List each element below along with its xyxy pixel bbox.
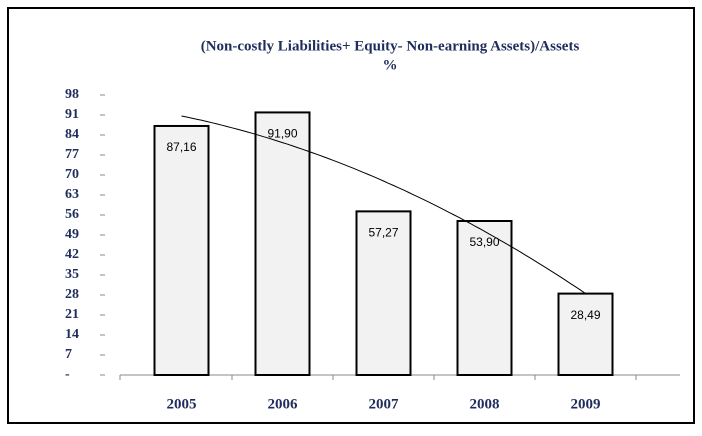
y-tick-label: 91	[65, 107, 79, 122]
bar	[153, 124, 210, 376]
x-tick-label: 2008	[470, 396, 500, 412]
y-tick-label: 77	[65, 147, 79, 162]
y-tick-label: -	[65, 367, 70, 382]
y-tick-label: 84	[65, 127, 79, 142]
chart-subtitle: %	[383, 57, 398, 73]
y-tick-label: 14	[65, 327, 79, 342]
y-tick-label: 42	[65, 247, 79, 262]
value-label: 53,90	[469, 235, 499, 249]
value-label: 91,90	[267, 127, 297, 141]
value-label: 57,27	[368, 226, 398, 240]
bar	[355, 210, 412, 376]
x-tick-label: 2009	[571, 396, 601, 412]
value-label: 28,49	[570, 308, 600, 322]
y-tick-label: 56	[65, 207, 79, 222]
bar	[456, 220, 513, 376]
x-tick-label: 2006	[268, 396, 299, 412]
y-tick-label: 63	[65, 187, 79, 202]
y-tick-label: 21	[65, 307, 79, 322]
x-tick-label: 2005	[167, 396, 197, 412]
value-label: 87,16	[166, 140, 196, 154]
y-tick-label: 49	[65, 227, 79, 242]
bar	[557, 292, 614, 377]
y-tick-label: 7	[65, 347, 72, 362]
chart-title: (Non-costly Liabilities+ Equity- Non-ear…	[201, 38, 580, 54]
y-tick-label: 70	[65, 167, 79, 182]
bar	[254, 111, 311, 377]
y-tick-label: 28	[65, 287, 79, 302]
trendline	[181, 115, 586, 294]
x-tick-label: 2007	[369, 396, 400, 412]
y-tick-label: 98	[65, 87, 79, 102]
y-tick-label: 35	[65, 267, 79, 282]
